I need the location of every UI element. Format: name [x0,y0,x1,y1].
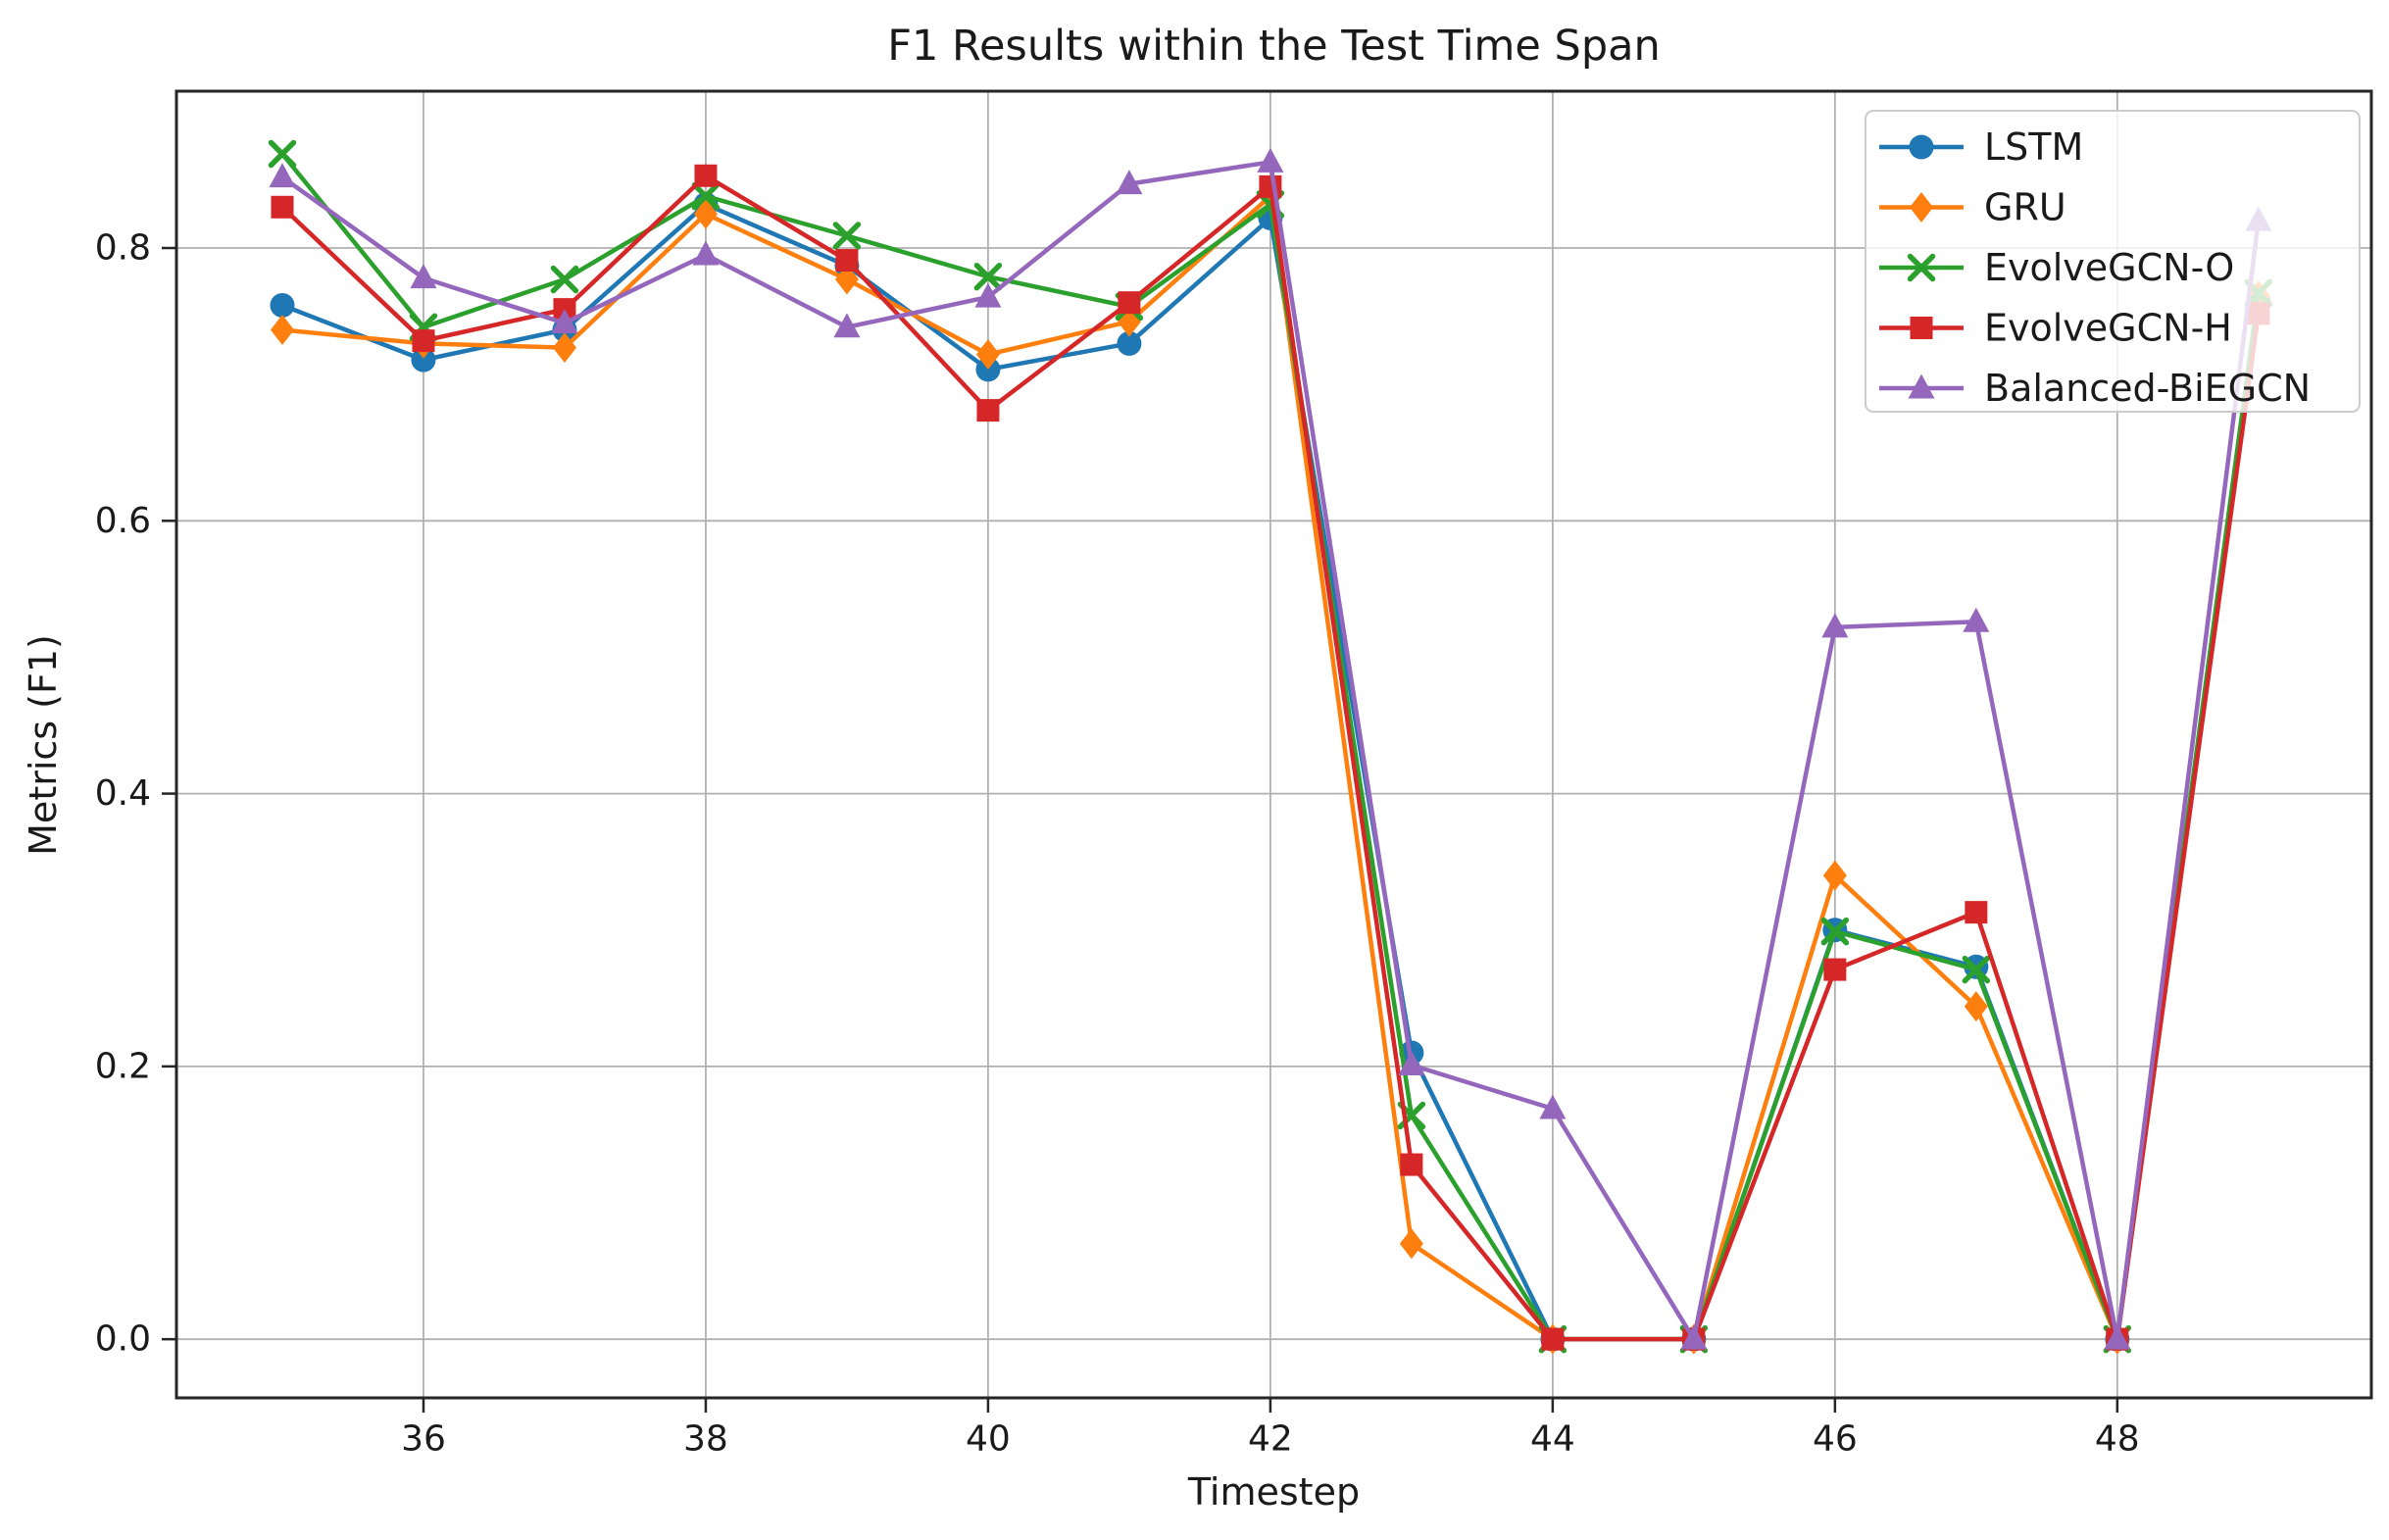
data-point-marker-square [1118,291,1141,315]
y-tick-label: 0.6 [95,501,151,541]
data-point-marker-diamond [1910,192,1933,223]
data-point-marker-circle [1117,330,1142,356]
y-tick-label: 0.4 [95,773,151,814]
legend-row-Balanced-BiEGCN: Balanced-BiEGCN [1879,367,2311,410]
data-point-marker-x [550,265,579,294]
data-point-marker-square [1965,901,1988,924]
data-point-marker-square [1259,174,1282,198]
data-point-marker-diamond [693,198,718,229]
data-point-marker-diamond [552,332,576,364]
data-point-marker-square [1910,317,1933,339]
data-point-marker-x [1962,955,1991,984]
data-point-marker-x [268,139,297,169]
data-point-marker-diamond [1399,1228,1423,1260]
legend-label: Balanced-BiEGCN [1984,367,2311,410]
x-tick-label: 40 [966,1419,1011,1460]
data-point-marker-x [691,181,721,211]
data-point-marker-square [1400,1153,1423,1176]
data-point-marker-square [1823,958,1847,981]
data-point-marker-x [973,262,1003,291]
legend: LSTM GRU EvolveGCN-O EvolveGCN-H Balanced-Bi… [1865,110,2361,413]
data-point-marker-triangle-up [974,282,1002,308]
data-point-marker-triangle-up [2104,1324,2131,1350]
data-point-marker-diamond [975,339,1000,371]
chart-title: F1 Results within the Test Time Span [887,22,1661,71]
x-tick-label: 48 [2095,1419,2140,1460]
x-tick-label: 44 [1530,1419,1575,1460]
data-point-marker-triangle-up [1539,1094,1567,1119]
legend-row-LSTM: LSTM [1879,125,2083,169]
legend-label: LSTM [1984,125,2083,169]
x-tick-label: 42 [1248,1419,1293,1460]
data-point-marker-x [1907,253,1936,282]
data-point-marker-diamond [270,315,294,346]
data-point-marker-square [1541,1327,1565,1351]
data-point-marker-x [832,222,862,250]
data-point-marker-square [835,249,859,273]
data-point-marker-triangle-up [1963,607,1990,632]
x-tick-label: 46 [1813,1419,1858,1460]
data-point-marker-triangle-up [551,309,578,334]
y-axis-label: Metrics (F1) [22,634,65,856]
data-point-marker-diamond [834,264,859,295]
data-point-marker-x [1820,917,1850,946]
y-tick-label: 0.8 [95,228,151,269]
data-point-marker-triangle-up [1680,1324,1708,1350]
legend-row-GRU: GRU [1879,186,2066,229]
x-tick-label: 36 [401,1419,446,1460]
data-point-marker-triangle-up [410,264,437,289]
y-tick-label: 0.2 [95,1046,151,1086]
y-tick-label: 0.0 [95,1319,151,1360]
data-point-marker-square [976,399,1000,422]
data-point-marker-circle [270,292,295,318]
legend-label: GRU [1984,186,2066,229]
data-point-marker-triangle-up [1257,147,1284,173]
data-point-marker-square [694,164,718,187]
data-point-marker-triangle-up [692,240,720,266]
legend-label: EvolveGCN-O [1984,246,2234,289]
legend-row-EvolveGCN-O: EvolveGCN-O [1879,246,2234,289]
legend-row-EvolveGCN-H: EvolveGCN-H [1879,307,2232,350]
data-point-marker-triangle-up [1116,170,1143,195]
series-Balanced-BiEGCN [269,147,2272,1350]
x-tick-label: 38 [683,1419,728,1460]
data-point-marker-circle [1909,134,1934,160]
data-point-marker-diamond [1964,991,1988,1022]
data-point-marker-triangle-up [833,313,861,338]
x-axis-label: Timestep [1187,1470,1361,1514]
data-point-marker-triangle-up [1908,373,1935,399]
data-point-marker-triangle-up [1821,613,1849,638]
data-point-marker-triangle-up [269,163,296,188]
data-point-marker-diamond [1822,860,1847,891]
plot-border [174,89,2373,1400]
data-point-marker-triangle-up [1398,1050,1425,1075]
legend-label: EvolveGCN-H [1984,307,2232,350]
data-point-marker-square [412,329,435,353]
legend-box [1865,110,2361,413]
data-point-marker-circle [411,347,436,373]
data-point-marker-square [271,195,294,219]
